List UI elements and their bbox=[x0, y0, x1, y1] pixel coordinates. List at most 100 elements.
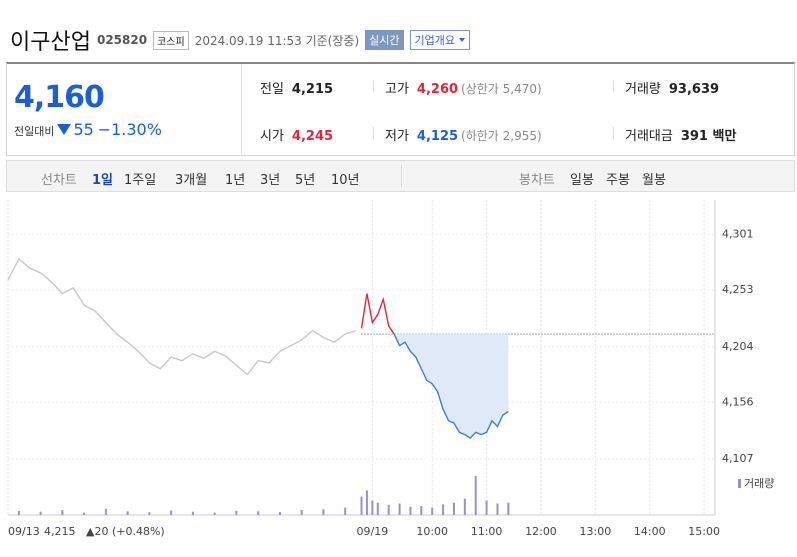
volume-bar bbox=[300, 510, 303, 515]
volume-bar bbox=[409, 506, 412, 515]
cell-label: 저가 bbox=[385, 129, 409, 144]
volume-bar bbox=[191, 511, 194, 515]
divider bbox=[401, 165, 402, 187]
volume-bar bbox=[387, 504, 390, 515]
y-tick-label: 4,253 bbox=[722, 283, 754, 296]
volume-bar bbox=[104, 508, 107, 515]
quote-cell: 거래량 93,639 bbox=[625, 78, 719, 97]
price-line bbox=[393, 333, 509, 440]
cell-value: 93,639 bbox=[668, 82, 720, 97]
cell-note: (하한가 2,955) bbox=[461, 129, 542, 143]
market-badge: 코스피 bbox=[153, 30, 189, 50]
realtime-button[interactable]: 실시간 bbox=[365, 30, 404, 50]
header: 이구산업 025820 코스피 2024.09.19 11:53 기준(장중) … bbox=[10, 24, 470, 56]
prev-change: ▲20 (+0.48%) bbox=[86, 525, 165, 538]
period-tab[interactable]: 1년 bbox=[225, 173, 246, 188]
volume-bar bbox=[360, 496, 363, 515]
volume-bar bbox=[398, 503, 401, 515]
period-tab[interactable]: 월봉 bbox=[642, 173, 666, 188]
period-tab[interactable]: 3년 bbox=[260, 173, 281, 188]
x-tick-label: 09/13 bbox=[8, 525, 40, 538]
tab-label: 선차트 bbox=[41, 173, 77, 188]
volume-bar bbox=[452, 502, 455, 515]
price-line bbox=[360, 293, 395, 335]
x-tick-label: 14:00 bbox=[634, 525, 666, 538]
cell-value: 4,245 bbox=[291, 129, 334, 144]
volume-bar bbox=[322, 509, 325, 515]
change-pct: −1.30% bbox=[97, 120, 162, 139]
cell-value: 4,125 bbox=[416, 129, 459, 144]
volume-bar bbox=[507, 502, 510, 515]
volume-bar bbox=[17, 510, 20, 515]
cell-value: 391 백만 bbox=[680, 129, 737, 144]
cell-value: 4,215 bbox=[291, 82, 334, 97]
volume-bar bbox=[278, 512, 281, 515]
cell-note: (상한가 5,470) bbox=[461, 82, 542, 96]
prev-close: 4,215 bbox=[44, 525, 76, 538]
volume-bar bbox=[39, 511, 42, 515]
x-tick-label: 13:00 bbox=[580, 525, 612, 538]
cell-label: 전일 bbox=[260, 82, 284, 97]
x-tick-label: 11:00 bbox=[471, 525, 503, 538]
legend-swatch bbox=[738, 479, 741, 488]
divider bbox=[373, 127, 374, 139]
timestamp: 2024.09.19 11:53 기준(장중) bbox=[194, 33, 360, 48]
volume-bar bbox=[474, 476, 477, 515]
volume-bar bbox=[213, 512, 216, 515]
stock-name: 이구산업 bbox=[10, 30, 91, 55]
volume-bar bbox=[170, 510, 173, 515]
cell-value: 4,260 bbox=[416, 82, 459, 97]
x-tick-label: 15:00 bbox=[688, 525, 720, 538]
volume-bar bbox=[83, 512, 86, 515]
divider bbox=[613, 80, 614, 92]
quote-box bbox=[6, 62, 795, 156]
volume-bar bbox=[257, 511, 260, 515]
quote-cell: 시가 4,245 bbox=[260, 125, 333, 144]
x-tick-label: 10:00 bbox=[416, 525, 448, 538]
volume-bar bbox=[61, 510, 64, 515]
volume-bar bbox=[420, 505, 423, 515]
volume-bar bbox=[371, 500, 374, 515]
period-tab[interactable]: 1주일 bbox=[124, 173, 157, 188]
volume-bar bbox=[496, 503, 499, 515]
volume-bar bbox=[235, 510, 238, 515]
period-tab[interactable]: 1일 bbox=[92, 173, 114, 188]
period-tab[interactable]: 5년 bbox=[295, 173, 316, 188]
volume-bar bbox=[376, 502, 379, 515]
x-tick-label: 12:00 bbox=[525, 525, 557, 538]
y-tick-label: 4,156 bbox=[722, 395, 754, 408]
volume-bar bbox=[485, 500, 488, 515]
cell-label: 거래량 bbox=[625, 82, 661, 97]
quote-cell: 거래대금 391 백만 bbox=[625, 125, 736, 144]
volume-bar bbox=[431, 507, 434, 515]
period-tab[interactable]: 주봉 bbox=[606, 173, 630, 188]
stock-code: 025820 bbox=[96, 33, 148, 47]
period-tab[interactable]: 일봉 bbox=[570, 173, 594, 188]
volume-bar bbox=[126, 511, 129, 515]
period-tab[interactable]: 10년 bbox=[331, 173, 360, 188]
change-label: 전일대비 bbox=[14, 125, 55, 138]
x-tick-label: 09/19 bbox=[357, 525, 389, 538]
tab-bar: 선차트 1일 1주일 3개월 1년 3년 5년 10년 봉차트 일봉 주봉 월봉 bbox=[6, 160, 795, 192]
area bbox=[394, 334, 509, 439]
volume-bar bbox=[442, 504, 445, 515]
cell-label: 시가 bbox=[260, 129, 284, 144]
divider bbox=[241, 64, 242, 154]
legend-label: 거래량 bbox=[744, 477, 774, 490]
change: 전일대비 55 −1.30% bbox=[14, 120, 162, 139]
y-tick-label: 4,204 bbox=[722, 340, 754, 353]
volume-bar bbox=[148, 512, 151, 515]
y-tick-label: 4,301 bbox=[722, 228, 754, 241]
divider bbox=[613, 127, 614, 139]
tab-label: 봉차트 bbox=[519, 173, 555, 188]
company-button[interactable]: 기업개요 bbox=[409, 30, 470, 50]
cell-label: 거래대금 bbox=[625, 129, 673, 144]
price: 4,160 bbox=[14, 80, 105, 115]
period-tab[interactable]: 3개월 bbox=[175, 173, 208, 188]
volume-bar bbox=[365, 490, 368, 515]
volume-bar bbox=[344, 507, 347, 515]
quote-cell: 전일 4,215 bbox=[260, 78, 333, 97]
quote-cell: 고가 4,260 (상한가 5,470) bbox=[385, 78, 542, 97]
